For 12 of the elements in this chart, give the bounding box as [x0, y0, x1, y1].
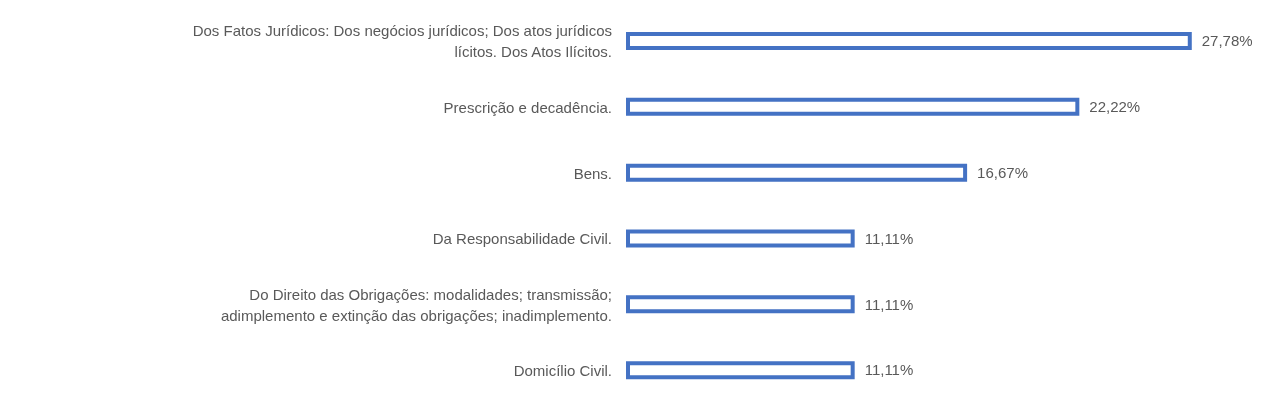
y-tick-label: Prescrição e decadência.	[443, 98, 612, 116]
data-label: 11,11%	[864, 295, 914, 313]
y-tick-label: Da Responsabilidade Civil.	[432, 229, 612, 247]
y-tick-label: Bens.	[573, 164, 612, 182]
data-label: 16,67%	[977, 163, 1028, 181]
y-tick-label: Do Direito das Obrigações: modalidades; transmissão; adimplemento e extinção das obrigações; inadimplemento.	[220, 285, 612, 324]
data-label: 11,11%	[864, 229, 914, 247]
data-label: 22,22%	[1089, 98, 1141, 116]
y-tick-label: Domicílio Civil.	[513, 361, 612, 379]
data-label: 11,11%	[864, 361, 914, 379]
y-tick-label: Dos Fatos Jurídicos: Dos negócios jurídicos; Dos atos jurídicos lícitos. Dos Atos Ilícitos.	[192, 21, 612, 60]
data-label: 27,78%	[1201, 32, 1253, 50]
